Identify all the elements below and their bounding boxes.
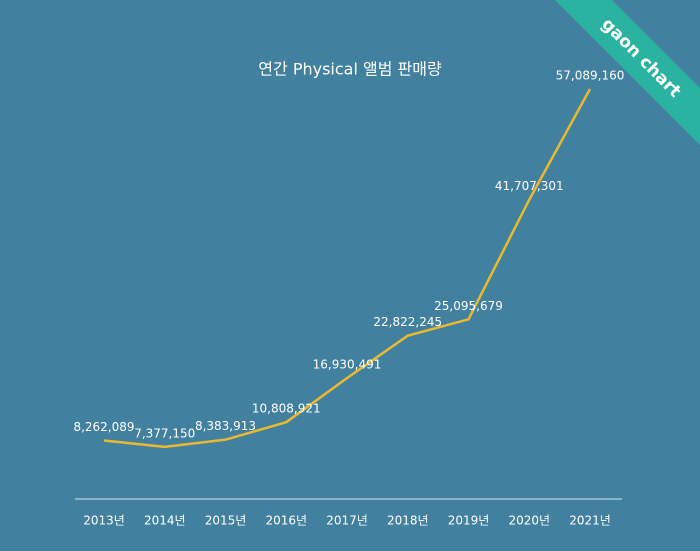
- x-tick-label: 2021년: [569, 514, 611, 528]
- data-label: 41,707,301: [495, 179, 564, 193]
- data-label: 22,822,245: [373, 315, 442, 329]
- x-tick-label: 2013년: [83, 514, 125, 528]
- x-tick-label: 2014년: [144, 514, 186, 528]
- x-tick-label: 2016년: [265, 514, 307, 528]
- line: [103, 88, 592, 449]
- x-tick-label: 2017년: [326, 514, 368, 528]
- data-label: 8,262,089: [73, 420, 134, 434]
- x-tick-label: 2019년: [448, 514, 490, 528]
- data-label: 57,089,160: [556, 69, 625, 83]
- chart-title: 연간 Physical 앨범 판매량: [258, 60, 442, 79]
- data-label: 7,377,150: [134, 426, 195, 440]
- data-label: 25,095,679: [434, 299, 503, 313]
- data-label: 16,930,491: [313, 358, 382, 372]
- x-tick-label: 2015년: [205, 514, 247, 528]
- x-tick-label: 2020년: [508, 514, 550, 528]
- badge: gaon chart: [597, 14, 684, 101]
- data-label: 8,383,913: [195, 419, 256, 433]
- data-label: 10,808,921: [252, 402, 321, 416]
- badge-ribbon: [555, 0, 700, 145]
- x-tick-label: 2018년: [387, 514, 429, 528]
